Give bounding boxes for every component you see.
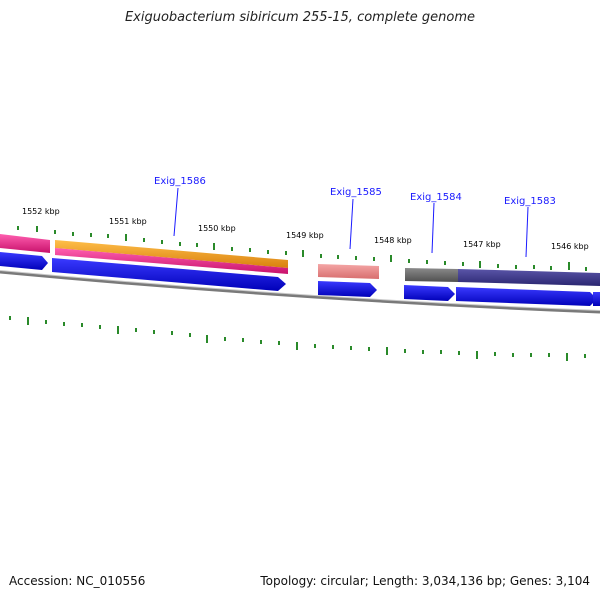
scale-label-1551: 1551 kbp [109, 217, 147, 226]
upper-ruler-ticks [17, 226, 587, 271]
feature-band-magenta [55, 248, 288, 274]
genome-backbone [0, 270, 600, 314]
gene-arrow-1 [0, 252, 48, 270]
genome-backbone-highlight [0, 270, 600, 311]
gene-label-exig-1586[interactable]: Exig_1586 [154, 176, 206, 187]
genome-summary-text: Topology: circular; Length: 3,034,136 bp… [260, 574, 590, 588]
gene-arrow-partial [593, 292, 600, 306]
lower-ruler-ticks [9, 316, 586, 361]
accession-text: Accession: NC_010556 [9, 574, 146, 588]
gene-label-exig-1585[interactable]: Exig_1585 [330, 187, 382, 198]
scale-label-1552: 1552 kbp [22, 207, 60, 216]
feature-band-salmon [318, 264, 379, 279]
gene-arrow-exig-1584 [404, 285, 455, 301]
gene-arrow-exig-1583 [456, 287, 597, 306]
feature-band-magenta-left [0, 234, 50, 253]
scale-label-1548: 1548 kbp [374, 236, 412, 245]
gene-label-exig-1583[interactable]: Exig_1583 [504, 196, 556, 207]
feature-band-gray [405, 268, 458, 282]
map-title: Exiguobacterium sibiricum 255-15, comple… [124, 10, 476, 25]
gene-label-leaders [173, 187, 529, 258]
scale-label-1550: 1550 kbp [198, 224, 236, 233]
scale-label-1547: 1547 kbp [463, 240, 501, 249]
scale-label-1549: 1549 kbp [286, 231, 324, 240]
gene-arrow-exig-1586 [52, 258, 286, 291]
feature-band-navy [458, 269, 600, 286]
scale-label-1546: 1546 kbp [551, 242, 589, 251]
gene-arrow-exig-1585 [318, 281, 377, 297]
feature-band-orange [55, 240, 288, 268]
gene-label-exig-1584[interactable]: Exig_1584 [410, 192, 462, 203]
